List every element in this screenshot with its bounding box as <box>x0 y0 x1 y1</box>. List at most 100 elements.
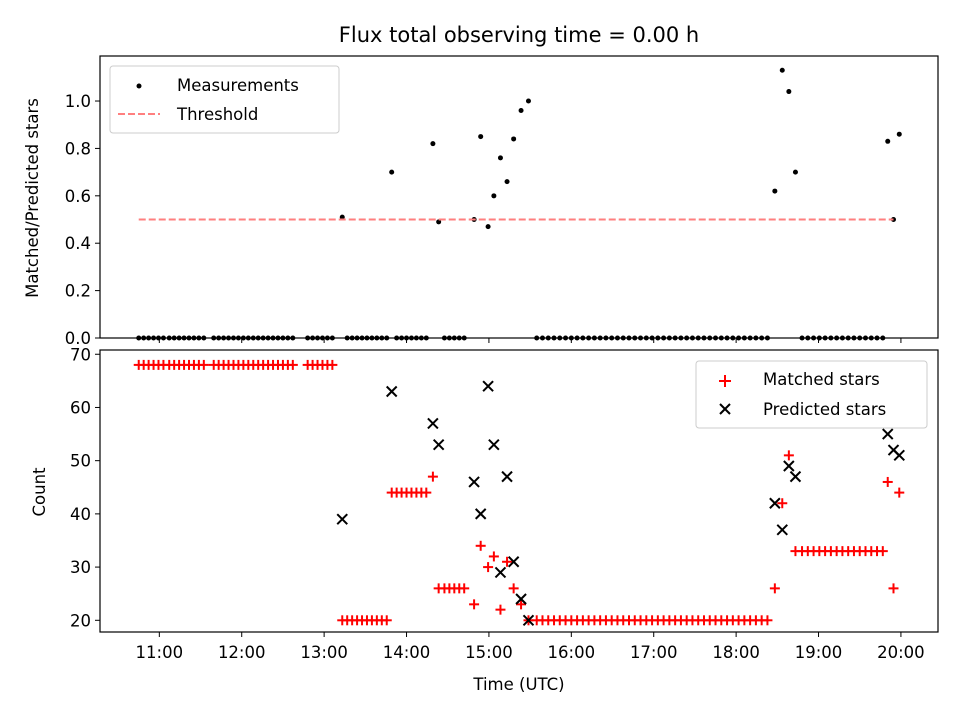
y-tick-label: 40 <box>70 505 91 524</box>
measurement-point <box>896 131 902 137</box>
matched-star-point <box>488 551 499 562</box>
matched-star-point <box>777 498 788 509</box>
top-panel-title: Flux total observing time = 0.00 h <box>339 23 699 47</box>
matched-star-point <box>762 615 773 626</box>
y-tick-label: 60 <box>70 398 91 417</box>
predicted-star-point <box>385 385 398 398</box>
matched-star-point <box>508 583 519 594</box>
predicted-star-point <box>488 439 500 451</box>
x-tick-label: 17:00 <box>630 643 678 662</box>
predicted-star-point <box>515 593 527 605</box>
matched-star-point <box>287 359 298 370</box>
x-tick-label: 16:00 <box>548 643 596 662</box>
matched-star-point <box>483 562 494 573</box>
matched-star-point <box>327 359 338 370</box>
x-tick-label: 18:00 <box>712 643 760 662</box>
y-tick-label: 0.6 <box>65 187 91 206</box>
legend-predicted-label: Predicted stars <box>763 400 886 419</box>
legend-matched-label: Matched stars <box>763 370 880 389</box>
measurement-point <box>436 219 442 225</box>
bottom-panel-ticks: 20 30 40 50 60 70 11:00 12:00 13:00 14:00 15:00 16:… <box>70 345 925 662</box>
predicted-star-point <box>494 566 507 579</box>
legend-measurements-marker <box>136 83 142 89</box>
bottom-panel-x-label: Time (UTC) <box>472 675 564 694</box>
measurement-point <box>504 179 510 185</box>
measurement-point <box>491 193 497 199</box>
bottom-panel-y-label: Count <box>30 467 49 517</box>
matched-star-point <box>888 583 899 594</box>
legend-predicted-marker <box>719 403 731 415</box>
top-panel-ticks: 0.0 0.2 0.4 0.6 0.8 1.0 <box>65 92 902 348</box>
measurement-point <box>485 224 491 230</box>
measurement-point <box>430 141 436 147</box>
predicted-star-point <box>769 497 781 509</box>
bottom-panel-series <box>133 359 905 627</box>
matched-star-point <box>469 599 480 610</box>
measurement-point <box>497 155 503 161</box>
predicted-star-point <box>501 470 513 483</box>
measurement-point <box>786 89 792 95</box>
measurement-point <box>389 169 395 175</box>
predicted-star-point <box>427 417 439 430</box>
x-tick-label: 12:00 <box>218 643 266 662</box>
measurement-point <box>339 214 345 220</box>
y-tick-label: 50 <box>70 452 91 471</box>
y-tick-label: 0.0 <box>65 329 91 348</box>
matched-star-point <box>783 450 794 461</box>
predicted-star-point <box>474 508 487 520</box>
y-tick-label: 30 <box>70 558 91 577</box>
matched-star-point <box>894 487 905 498</box>
matched-star-point <box>502 556 513 567</box>
bottom-legend-box <box>695 360 928 429</box>
measurement-point <box>885 138 891 144</box>
x-tick-label: 20:00 <box>877 643 925 662</box>
x-tick-label: 13:00 <box>300 643 348 662</box>
measurement-point <box>772 188 778 194</box>
top-panel-legend: Measurements Threshold <box>109 65 340 134</box>
predicted-star-point <box>893 449 905 462</box>
measurement-point <box>779 67 785 73</box>
top-panel-frame <box>99 55 939 339</box>
measurement-point <box>525 98 531 104</box>
measurement-point <box>478 134 484 140</box>
x-tick-label: 11:00 <box>136 643 184 662</box>
bottom-panel-legend: Matched stars Predicted stars <box>695 360 928 429</box>
predicted-star-point <box>789 470 802 483</box>
matched-star-point <box>198 359 209 370</box>
predicted-star-point <box>522 614 535 627</box>
y-tick-label: 20 <box>70 611 91 630</box>
matched-star-point <box>516 599 527 610</box>
predicted-star-point <box>336 513 348 525</box>
y-tick-label: 70 <box>70 345 91 364</box>
top-legend-box <box>109 65 340 134</box>
bottom-panel-frame <box>99 349 939 633</box>
legend-measurements-label: Measurements <box>177 76 299 95</box>
x-tick-label: 14:00 <box>383 643 431 662</box>
x-tick-label: 19:00 <box>795 643 843 662</box>
x-tick-label: 15:00 <box>465 643 513 662</box>
predicted-star-point <box>482 380 494 392</box>
predicted-star-point <box>776 524 788 536</box>
matched-star-point <box>882 476 893 487</box>
y-tick-label: 0.2 <box>65 282 91 301</box>
y-tick-label: 0.8 <box>65 139 91 158</box>
top-panel-y-label: Matched/Predicted stars <box>23 98 42 298</box>
legend-matched-marker <box>719 375 731 387</box>
predicted-star-point <box>882 428 894 440</box>
y-tick-label: 0.4 <box>65 234 91 253</box>
measurement-point <box>518 108 524 114</box>
matched-star-point <box>427 471 438 482</box>
y-tick-label: 1.0 <box>65 92 91 111</box>
matched-star-point <box>475 540 486 551</box>
matched-star-point <box>877 546 888 557</box>
predicted-star-point <box>507 556 520 568</box>
measurement-point <box>792 169 798 175</box>
matched-star-point <box>421 487 432 498</box>
matched-star-point <box>381 615 392 626</box>
predicted-star-point <box>432 439 445 451</box>
top-panel: Flux total observing time = 0.00 h Match… <box>23 23 939 348</box>
matched-star-point <box>769 583 780 594</box>
legend-threshold-label: Threshold <box>176 105 258 124</box>
predicted-star-point <box>468 476 480 488</box>
